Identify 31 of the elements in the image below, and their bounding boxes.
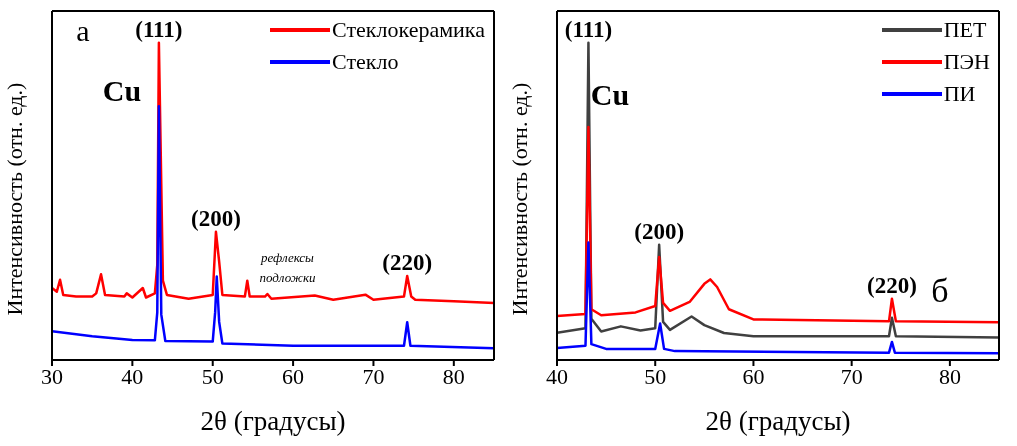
annotation: а (75, 13, 91, 49)
x-axis-title: 2θ (градусы) (705, 406, 851, 436)
x-tick-label: 50 (201, 363, 224, 389)
legend-label: ПИ (943, 80, 976, 108)
x-tick-label: 40 (546, 363, 568, 389)
x-tick-label: 60 (282, 363, 305, 389)
x-tick-label: 30 (41, 363, 63, 389)
legend-label: Стеклокерамика (332, 16, 485, 44)
x-tick-label: 80 (938, 363, 961, 389)
x-tick-label: 40 (121, 363, 144, 389)
x-tick-label: 50 (644, 363, 667, 389)
y-axis-title: Интенсивность (отн. ед.) (1, 82, 27, 316)
annotation: (220) (867, 272, 917, 298)
x-tick-label: 60 (742, 363, 765, 389)
annotation: б (930, 271, 950, 311)
annotation: Cu (589, 77, 631, 113)
y-axis-title: Интенсивность (отн. ед.) (506, 82, 532, 316)
annotation: (111) (135, 16, 183, 42)
annotation: (200) (191, 205, 241, 231)
annotation: (220) (382, 249, 433, 275)
legend-label: Стекло (332, 48, 399, 76)
annotation: (111) (564, 16, 613, 42)
annotation: Cu (101, 73, 143, 109)
annotation: (200) (634, 218, 685, 244)
x-tick-label: 80 (442, 363, 465, 389)
legend-label: ПЕТ (943, 16, 987, 44)
x-axis-title: 2θ (градусы) (200, 406, 346, 436)
legend-label: ПЭН (943, 48, 990, 76)
x-tick-label: 70 (840, 363, 863, 389)
annotation: рефлексы подложки (258, 249, 317, 287)
x-tick-label: 70 (362, 363, 385, 389)
